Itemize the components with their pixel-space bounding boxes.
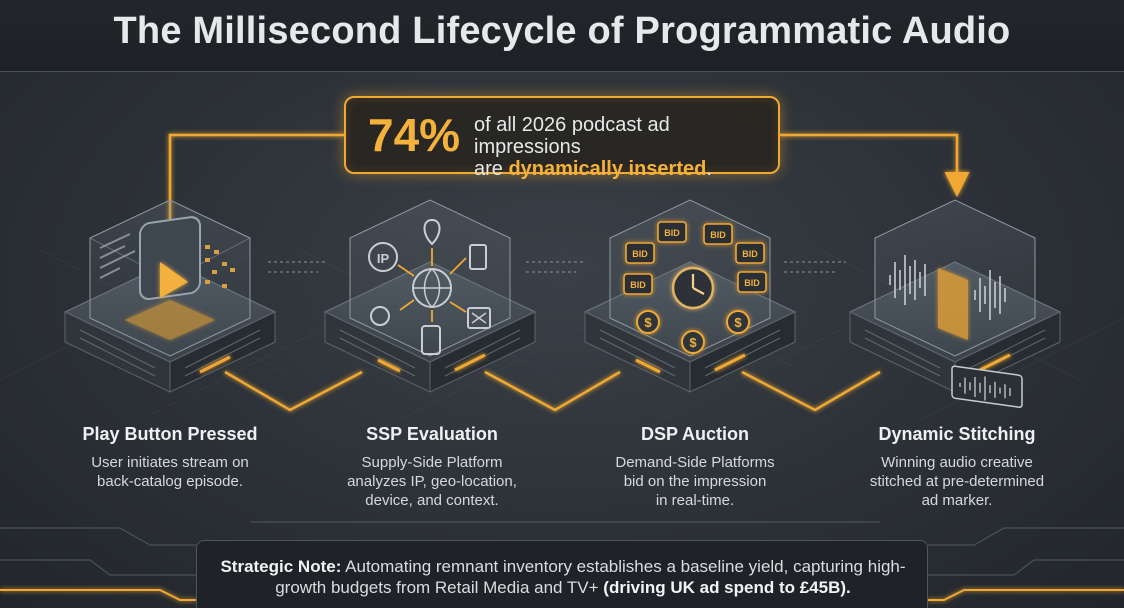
data-dots — [205, 245, 235, 288]
step-3-title: DSP Auction — [640, 424, 749, 444]
strategic-note-panel: Strategic Note: Automating remnant inven… — [196, 540, 928, 608]
stage-2-platform — [323, 199, 537, 393]
step-2-desc: Supply-Side Platform analyzes IP, geo-lo… — [312, 453, 552, 510]
step-2: SSP Evaluation Supply-Side Platform anal… — [312, 424, 552, 510]
strategic-note-emphasis: (driving UK ad spend to £45B). — [603, 578, 851, 597]
play-icon-group — [99, 216, 235, 340]
ad-clip-panel — [951, 365, 1023, 408]
step-1-title: Play Button Pressed — [82, 424, 258, 444]
browser-icon — [467, 307, 491, 329]
bid-label-4: BID — [742, 249, 758, 259]
phone-icon — [421, 325, 441, 355]
strategic-note-label: Strategic Note: — [220, 557, 342, 576]
step-3: DSP Auction Demand-Side Platforms bid on… — [575, 424, 815, 510]
step-2-desc-line-1: Supply-Side Platform — [361, 454, 503, 471]
step-4-desc-line-1: Winning audio creative — [881, 454, 1033, 471]
ssp-icon-group — [368, 218, 491, 355]
dollar-label-1: $ — [644, 315, 652, 330]
dollar-label-3: $ — [689, 335, 697, 350]
settings-gear-icon — [370, 306, 390, 326]
bid-label-1: BID — [632, 249, 648, 259]
bottom-connectors — [224, 370, 881, 412]
ip-badge-icon — [368, 242, 398, 272]
play-icon — [160, 262, 188, 298]
step-1-desc: User initiates stream on back-catalog ep… — [50, 453, 290, 491]
dollar-coins — [636, 310, 750, 354]
bid-label-2: BID — [664, 228, 680, 238]
ip-label: IP — [377, 251, 390, 266]
step-2-desc-line-2: analyzes IP, geo-location, — [347, 473, 517, 490]
step-4-desc-line-3: ad marker. — [921, 492, 993, 509]
title-bar: The Millisecond Lifecycle of Programmati… — [0, 0, 1124, 72]
bid-label-3: BID — [710, 230, 726, 240]
stat-value: 74% — [368, 109, 461, 161]
stat-callout: 74% of all 2026 podcast ad impressions a… — [344, 96, 780, 180]
step-3-desc-line-3: in real-time. — [655, 492, 735, 509]
step-2-title: SSP Evaluation — [366, 424, 498, 444]
step-3-desc-line-1: Demand-Side Platforms — [615, 454, 775, 471]
waveform-icon — [889, 255, 1006, 320]
strategic-note-body: Automating remnant inventory establishes… — [275, 557, 906, 597]
stitching-icon-group — [889, 255, 1023, 408]
clock-icon — [671, 266, 715, 310]
strategic-note-text: Strategic Note: Automating remnant inven… — [217, 556, 909, 598]
stat-line-2-suffix: . — [706, 158, 712, 180]
code-panel-lines — [99, 233, 136, 279]
stat-highlight: dynamically inserted — [508, 158, 707, 180]
bid-label-6: BID — [744, 278, 760, 288]
step-4: Dynamic Stitching Winning audio creative… — [837, 424, 1077, 510]
dsp-icon-group: BID BID BID BID BID BID $ $ $ — [623, 221, 767, 354]
dollar-label-2: $ — [734, 315, 742, 330]
circuit-glow — [0, 589, 1124, 601]
step-4-desc-line-2: stitched at pre-determined — [869, 473, 1045, 490]
step-1-desc-line-1: User initiates stream on — [91, 454, 249, 471]
stat-line-2: are dynamically inserted. — [474, 158, 778, 180]
stat-line-2-prefix: are — [474, 158, 509, 180]
step-2-desc-line-3: device, and context. — [365, 492, 499, 509]
step-3-desc: Demand-Side Platforms bid on the impress… — [575, 453, 815, 510]
stage-arrow-dashes — [268, 261, 846, 273]
stat-line-1: of all 2026 podcast ad impressions — [474, 114, 670, 158]
page-title: The Millisecond Lifecycle of Programmati… — [113, 10, 1011, 52]
bid-badges — [623, 221, 767, 295]
step-3-desc-line-2: bid on the impression — [623, 473, 767, 490]
stat-connectors — [168, 133, 970, 230]
step-4-desc: Winning audio creative stitched at pre-d… — [837, 453, 1077, 510]
location-pin-icon — [423, 218, 441, 246]
step-1-desc-line-2: back-catalog episode. — [97, 473, 243, 490]
step-4-title: Dynamic Stitching — [878, 424, 1036, 444]
tablet-icon — [469, 244, 487, 270]
step-1: Play Button Pressed User initiates strea… — [50, 424, 290, 491]
bid-label-5: BID — [630, 280, 646, 290]
stat-text: of all 2026 podcast ad impressions are d… — [474, 114, 778, 180]
inserted-ad-segment — [938, 268, 968, 340]
circuit-traces — [0, 521, 1124, 576]
